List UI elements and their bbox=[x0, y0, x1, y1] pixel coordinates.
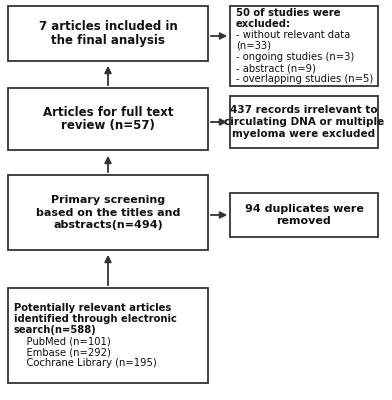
Text: - without relevant data: - without relevant data bbox=[236, 30, 350, 40]
Text: (n=33): (n=33) bbox=[236, 41, 271, 51]
Text: 437 records irrelevant to: 437 records irrelevant to bbox=[230, 105, 378, 115]
Text: - ongoing studies (n=3): - ongoing studies (n=3) bbox=[236, 52, 354, 62]
FancyBboxPatch shape bbox=[230, 193, 378, 237]
FancyBboxPatch shape bbox=[230, 6, 378, 86]
Text: Embase (n=292): Embase (n=292) bbox=[14, 347, 111, 357]
Text: Primary screening: Primary screening bbox=[51, 195, 165, 205]
Text: based on the titles and: based on the titles and bbox=[36, 208, 180, 218]
Text: excluded:: excluded: bbox=[236, 19, 291, 29]
Text: - overlapping studies (n=5): - overlapping studies (n=5) bbox=[236, 74, 373, 84]
Text: Potentially relevant articles: Potentially relevant articles bbox=[14, 302, 171, 312]
Text: identified through electronic: identified through electronic bbox=[14, 314, 177, 324]
Text: 50 of studies were: 50 of studies were bbox=[236, 8, 341, 18]
FancyBboxPatch shape bbox=[8, 88, 208, 150]
Text: abstracts(n=494): abstracts(n=494) bbox=[53, 220, 163, 230]
Text: - abstract (n=9): - abstract (n=9) bbox=[236, 63, 316, 73]
Text: circulating DNA or multiple: circulating DNA or multiple bbox=[224, 117, 384, 127]
Text: 7 articles included in: 7 articles included in bbox=[39, 20, 177, 34]
Text: Cochrane Library (n=195): Cochrane Library (n=195) bbox=[14, 358, 157, 368]
FancyBboxPatch shape bbox=[8, 175, 208, 250]
Text: PubMed (n=101): PubMed (n=101) bbox=[14, 336, 111, 346]
Text: 94 duplicates were: 94 duplicates were bbox=[245, 204, 363, 214]
Text: Articles for full text: Articles for full text bbox=[43, 106, 173, 119]
Text: search(n=588): search(n=588) bbox=[14, 325, 97, 335]
Text: the final analysis: the final analysis bbox=[51, 34, 165, 46]
FancyBboxPatch shape bbox=[8, 288, 208, 383]
Text: myeloma were excluded: myeloma were excluded bbox=[232, 129, 376, 139]
FancyBboxPatch shape bbox=[230, 96, 378, 148]
FancyBboxPatch shape bbox=[8, 6, 208, 61]
Text: removed: removed bbox=[277, 216, 331, 226]
Text: review (n=57): review (n=57) bbox=[61, 119, 155, 132]
